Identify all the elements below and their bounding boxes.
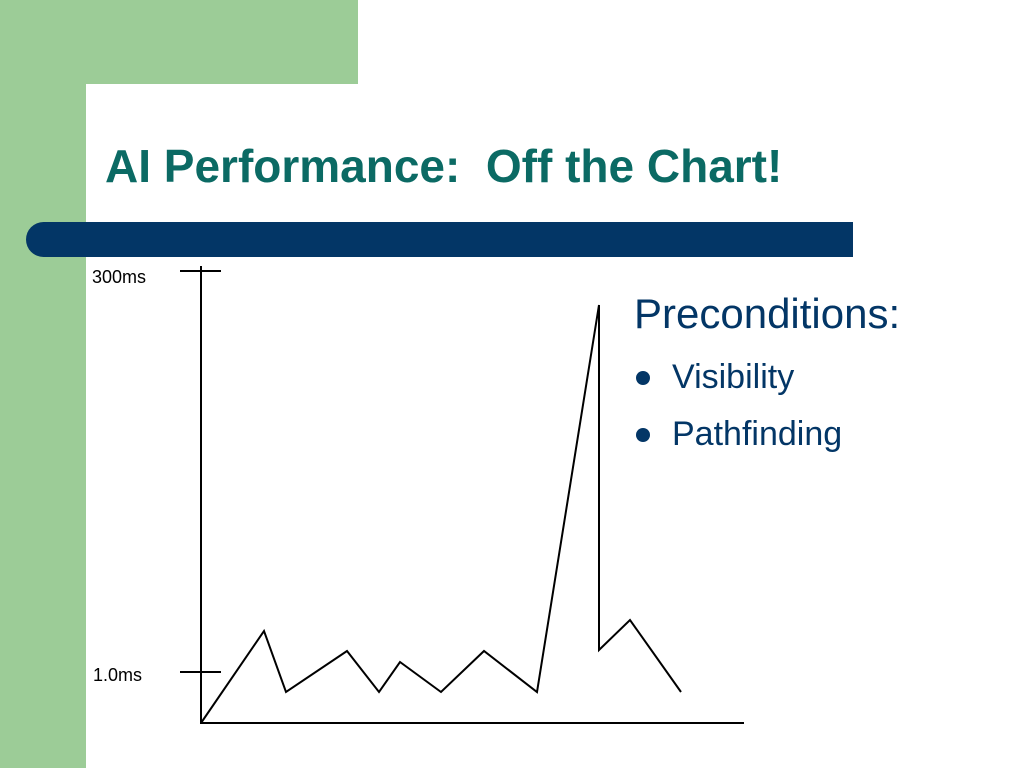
preconditions-list: Visibility Pathfinding xyxy=(634,355,842,469)
green-corner-block xyxy=(0,0,358,84)
content-panel-corner xyxy=(86,84,166,164)
performance-series-line xyxy=(200,304,682,724)
y-tick-label-300ms: 300ms xyxy=(92,267,147,287)
y-tick-label-1ms: 1.0ms xyxy=(93,665,143,685)
slide-title: AI Performance: Off the Chart! xyxy=(105,140,783,192)
bullet-dot-icon xyxy=(636,371,650,385)
title-underline-bar xyxy=(26,222,853,257)
bullet-item-pathfinding: Pathfinding xyxy=(634,412,842,469)
bullet-item-visibility: Visibility xyxy=(634,355,842,412)
bullet-text: Pathfinding xyxy=(672,415,843,453)
bullet-text: Visibility xyxy=(672,358,795,396)
green-side-strip xyxy=(0,84,86,768)
preconditions-heading: Preconditions: xyxy=(634,290,901,337)
bullet-dot-icon xyxy=(636,428,650,442)
